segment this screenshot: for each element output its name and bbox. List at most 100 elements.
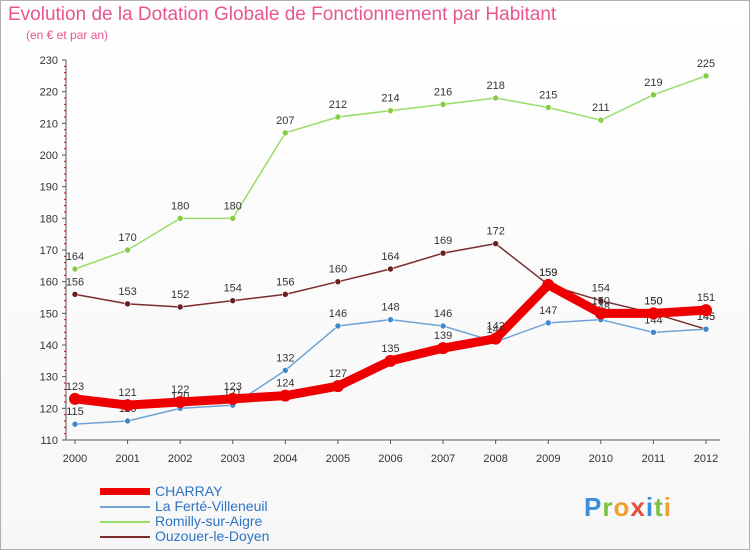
proxiti-logo: Proxiti [584, 492, 672, 522]
chart-title: Evolution de la Dotation Globale de Fonc… [8, 4, 557, 25]
data-point-ouzouer-le-doyen [71, 291, 79, 298]
data-label-charray: 123 [224, 381, 242, 393]
x-tick-label: 2000 [63, 453, 87, 465]
data-label-charray: 127 [329, 368, 347, 380]
data-label-romilly-sur-aigre: 164 [66, 251, 84, 263]
data-point-ouzouer-le-doyen [492, 240, 499, 247]
data-point-romilly-sur-aigre [492, 94, 499, 102]
data-point-ouzouer-le-doyen [282, 291, 289, 298]
data-label-charray: 135 [381, 343, 399, 355]
data-label-charray: 124 [276, 378, 294, 390]
data-point-ouzouer-le-doyen [387, 265, 394, 273]
series-line-la-ferte-villeneuil [74, 318, 707, 425]
data-label-romilly-sur-aigre: 212 [329, 99, 347, 111]
data-label-romilly-sur-aigre: 219 [644, 77, 662, 89]
data-point-charray [647, 307, 660, 320]
data-point-romilly-sur-aigre [334, 113, 342, 121]
data-point-la-ferte-villeneuil [124, 417, 131, 425]
legend-label-la-ferte-villeneuil: La Ferté-Villeneuil [155, 498, 268, 514]
data-point-charray [69, 392, 81, 405]
data-point-romilly-sur-aigre [597, 116, 605, 124]
data-label-romilly-sur-aigre: 225 [697, 58, 715, 70]
data-label-romilly-sur-aigre: 180 [171, 200, 189, 212]
legend-label-romilly-sur-aigre: Romilly-sur-Aigre [155, 513, 263, 529]
data-point-la-ferte-villeneuil [387, 316, 394, 323]
data-label-charray: 122 [171, 384, 189, 396]
data-label-charray: 150 [644, 295, 662, 307]
data-label-ouzouer-le-doyen: 164 [381, 251, 399, 263]
legend-swatch-ouzouer-le-doyen [100, 536, 150, 538]
data-label-ouzouer-le-doyen: 154 [224, 283, 242, 295]
x-tick-label: 2003 [221, 453, 245, 465]
legend-item-charray[interactable]: CHARRAY [100, 484, 360, 499]
data-point-charray [384, 354, 397, 367]
data-point-romilly-sur-aigre [439, 101, 447, 108]
data-point-romilly-sur-aigre [387, 107, 394, 114]
data-label-ouzouer-le-doyen: 169 [434, 235, 452, 247]
data-point-charray [542, 278, 555, 291]
x-tick-label: 2011 [642, 453, 666, 465]
data-point-charray [174, 396, 187, 408]
data-point-romilly-sur-aigre [124, 246, 131, 254]
data-label-charray: 150 [592, 295, 610, 307]
y-tick-label: 150 [40, 308, 58, 320]
y-tick-label: 230 [40, 55, 58, 67]
data-point-ouzouer-le-doyen [229, 297, 237, 304]
legend: CHARRAY La Ferté-Villeneuil Romilly-sur-… [100, 484, 360, 544]
data-point-charray [331, 380, 344, 393]
legend-label-ouzouer-le-doyen: Ouzouer-le-Doyen [155, 528, 270, 544]
x-tick-label: 2006 [378, 453, 402, 465]
legend-item-la-ferte-villeneuil[interactable]: La Ferté-Villeneuil [100, 499, 360, 514]
data-label-la-ferte-villeneuil: 115 [66, 406, 84, 418]
data-point-charray [594, 307, 607, 320]
data-point-ouzouer-le-doyen [124, 300, 131, 308]
data-point-charray [279, 389, 292, 402]
x-tick-label: 2010 [589, 453, 613, 465]
y-tick-label: 110 [40, 435, 58, 447]
data-point-la-ferte-villeneuil [702, 325, 710, 333]
data-point-romilly-sur-aigre [229, 215, 237, 222]
y-tick-label: 170 [40, 245, 58, 257]
data-label-romilly-sur-aigre: 180 [224, 200, 242, 212]
data-point-ouzouer-le-doyen [439, 249, 447, 257]
data-label-la-ferte-villeneuil: 146 [329, 308, 347, 320]
legend-item-romilly-sur-aigre[interactable]: Romilly-sur-Aigre [100, 514, 360, 529]
data-point-charray [700, 304, 712, 317]
data-label-romilly-sur-aigre: 218 [486, 80, 504, 92]
data-label-romilly-sur-aigre: 216 [434, 86, 452, 98]
data-label-ouzouer-le-doyen: 153 [118, 286, 136, 298]
x-tick-label: 2008 [483, 453, 507, 465]
data-label-ouzouer-le-doyen: 156 [276, 276, 294, 288]
legend-swatch-romilly-sur-aigre [100, 521, 150, 523]
x-tick-label: 2005 [326, 453, 350, 465]
y-tick-label: 190 [40, 182, 58, 194]
data-point-ouzouer-le-doyen [597, 297, 605, 304]
x-tick-label: 2002 [168, 453, 192, 465]
data-point-romilly-sur-aigre [702, 72, 710, 80]
data-label-charray: 121 [118, 387, 136, 399]
data-label-charray: 151 [697, 292, 715, 304]
data-point-romilly-sur-aigre [650, 91, 657, 99]
data-point-ouzouer-le-doyen [176, 303, 184, 311]
data-point-la-ferte-villeneuil [282, 367, 289, 374]
data-label-romilly-sur-aigre: 211 [592, 102, 610, 114]
x-tick-label: 2009 [536, 453, 560, 465]
y-tick-label: 220 [40, 87, 58, 99]
x-tick-label: 2004 [273, 453, 297, 465]
legend-item-ouzouer-le-doyen[interactable]: Ouzouer-le-Doyen [100, 529, 360, 544]
x-tick-label: 2007 [431, 453, 455, 465]
data-label-ouzouer-le-doyen: 159 [539, 267, 557, 279]
y-tick-label: 200 [40, 150, 58, 162]
data-label-charray: 123 [66, 381, 84, 393]
data-label-ouzouer-le-doyen: 160 [329, 264, 347, 276]
y-tick-label: 130 [40, 372, 58, 384]
data-point-ouzouer-le-doyen [334, 278, 342, 285]
data-label-charray: 159 [539, 267, 557, 279]
y-tick-label: 210 [40, 118, 58, 130]
data-point-la-ferte-villeneuil [439, 322, 447, 330]
data-point-romilly-sur-aigre [71, 265, 79, 273]
data-label-la-ferte-villeneuil: 148 [381, 302, 399, 314]
data-point-romilly-sur-aigre [544, 104, 552, 111]
data-label-ouzouer-le-doyen: 154 [592, 283, 610, 295]
data-label-la-ferte-villeneuil: 147 [539, 305, 557, 317]
